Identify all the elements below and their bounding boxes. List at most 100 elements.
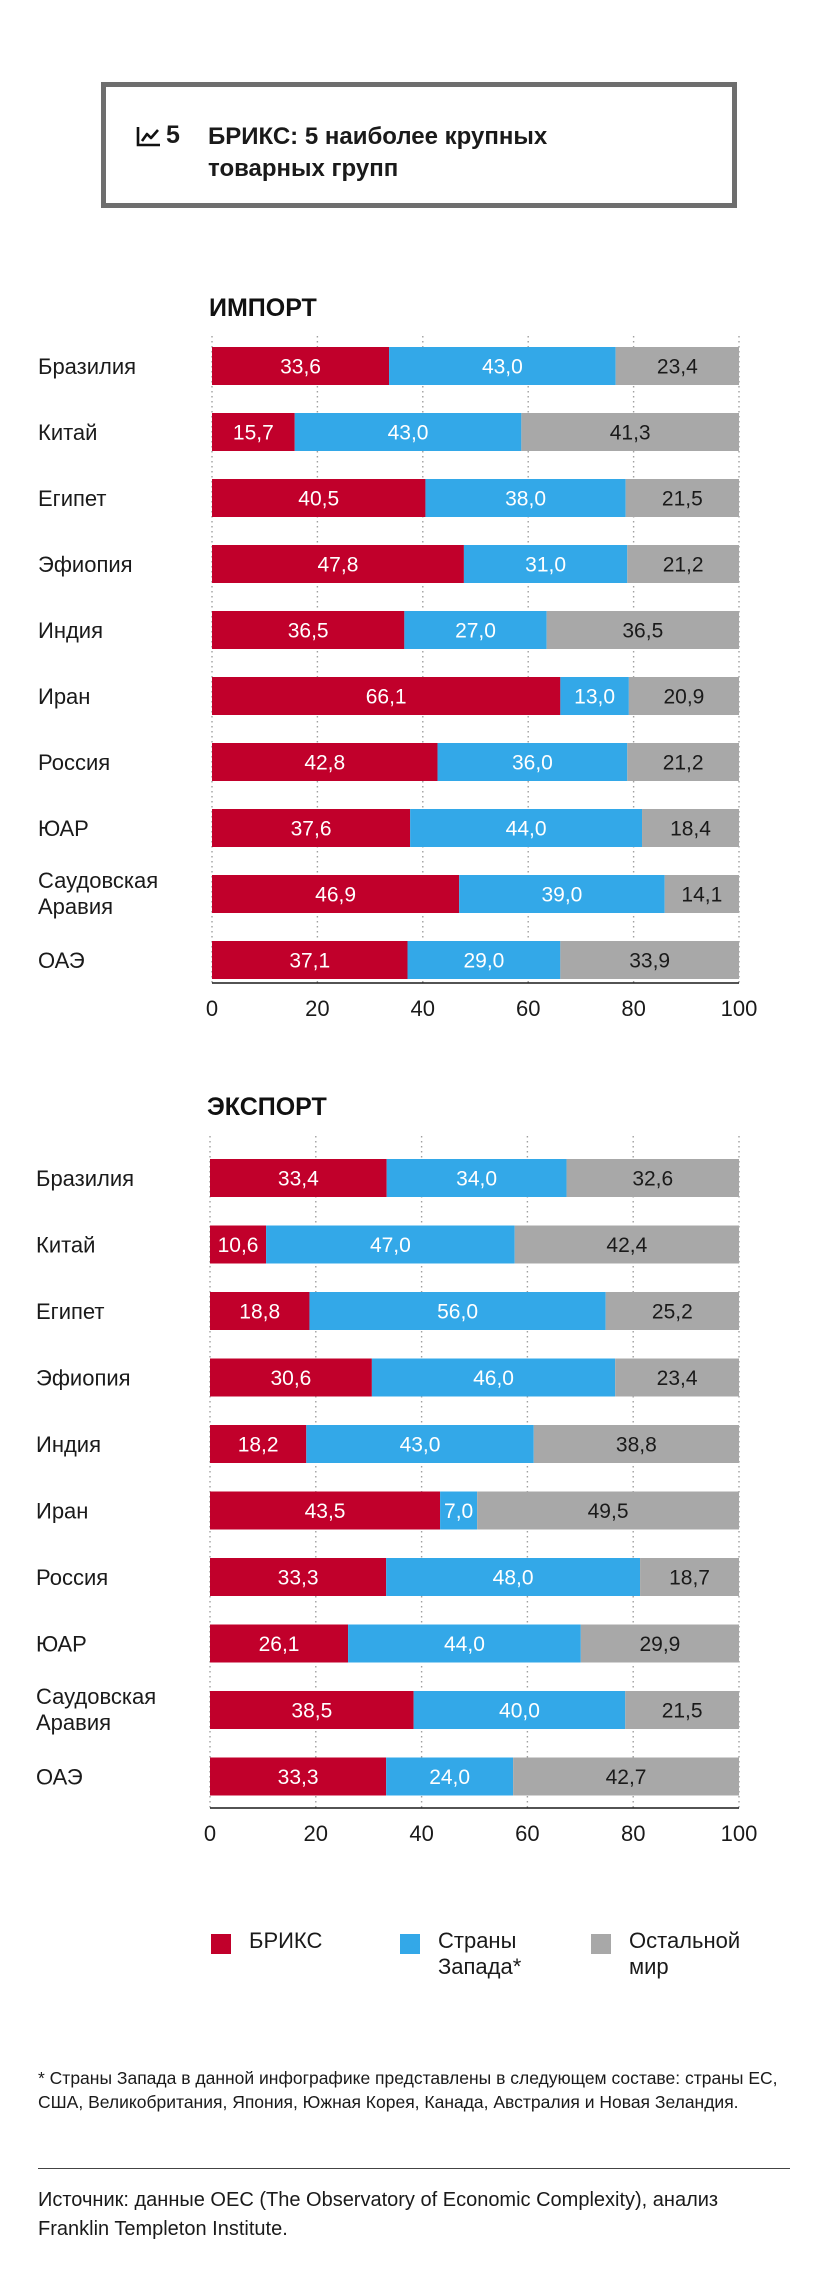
data-label: 38,5: [291, 1700, 332, 1723]
bar-rest: [628, 677, 739, 715]
bar-brics: [210, 1225, 267, 1264]
data-label: 21,5: [662, 488, 703, 511]
data-label: 25,2: [652, 1301, 693, 1324]
import-chart: ИМПОРТ 33,6 43,0 23,4 Бразилия 15,7 43,0 41,3 Ки…: [38, 294, 757, 1021]
data-label: 23,4: [657, 1367, 698, 1390]
data-label: 21,5: [662, 1700, 703, 1723]
data-label: 44,0: [444, 1633, 485, 1656]
bar-brics: [210, 1624, 349, 1663]
bar-rest: [533, 1425, 739, 1463]
bar-brics: [212, 413, 295, 451]
data-label: 32,6: [632, 1168, 673, 1191]
data-label: 18,2: [238, 1434, 279, 1457]
category-label: Саудовская: [38, 868, 158, 893]
data-label: 38,8: [616, 1434, 657, 1457]
bar-west: [440, 1491, 478, 1530]
bar-rest: [615, 1358, 739, 1397]
data-label: 37,1: [289, 950, 330, 973]
category-label: Россия: [38, 750, 110, 775]
bar-west: [309, 1292, 606, 1330]
bar-brics: [212, 611, 405, 649]
x-tick-label: 80: [621, 996, 645, 1021]
chart-trend-icon: [136, 127, 160, 147]
figure-title: БРИКС: 5 наиболее крупных товарных групп: [208, 123, 548, 182]
legend-label-brics: БРИКС: [249, 1928, 323, 1953]
bar-brics: [210, 1691, 414, 1729]
bar-west: [386, 1558, 641, 1596]
data-label: 43,0: [388, 422, 429, 445]
bar-west: [386, 1159, 567, 1197]
data-label: 31,0: [525, 554, 566, 577]
category-label: Аравия: [36, 1710, 111, 1735]
category-label: Китай: [36, 1233, 95, 1258]
bar-west: [389, 347, 616, 385]
category-label: Египет: [36, 1299, 104, 1324]
legend-label-rest: Остальной мир: [629, 1928, 741, 1979]
x-tick-label: 60: [515, 1821, 539, 1846]
x-tick-label: 40: [409, 1821, 433, 1846]
chart-title: ЭКСПОРТ: [207, 1093, 327, 1121]
data-label: 23,4: [657, 356, 698, 379]
data-label: 42,8: [304, 752, 345, 775]
x-tick-label: 20: [304, 1821, 328, 1846]
x-tick-label: 100: [721, 1821, 758, 1846]
chart-title: ИМПОРТ: [209, 294, 317, 322]
data-label: 7,0: [444, 1500, 473, 1523]
data-label: 15,7: [233, 422, 274, 445]
data-label: 36,0: [512, 752, 553, 775]
legend-swatch-west: [400, 1934, 420, 1954]
footnote: * Страны Запада в данной инфографике пре…: [38, 2068, 778, 2112]
bar-brics: [212, 941, 408, 979]
data-label: 34,0: [456, 1168, 497, 1191]
bar-west: [348, 1624, 581, 1663]
bar-west: [560, 677, 629, 715]
data-label: 42,7: [606, 1766, 647, 1789]
data-label: 43,0: [482, 356, 523, 379]
bar-west: [413, 1691, 626, 1729]
data-label: 33,9: [629, 950, 670, 973]
data-label: 30,6: [270, 1367, 311, 1390]
data-label: 10,6: [218, 1234, 259, 1257]
data-label: 43,5: [305, 1500, 346, 1523]
figure-title-box: 5 БРИКС: 5 наиболее крупных товарных гру…: [101, 82, 737, 208]
data-label: 29,9: [639, 1633, 680, 1656]
bar-west: [463, 545, 628, 583]
data-label: 27,0: [455, 620, 496, 643]
bar-rest: [521, 413, 739, 451]
category-label: Бразилия: [36, 1166, 134, 1191]
bar-west: [306, 1425, 534, 1463]
data-label: 41,3: [610, 422, 651, 445]
category-label: Эфиопия: [38, 552, 133, 577]
bar-brics: [210, 1159, 387, 1197]
category-label: ЮАР: [36, 1632, 87, 1657]
x-tick-label: 0: [206, 996, 218, 1021]
data-label: 33,3: [278, 1567, 319, 1590]
data-label: 42,4: [606, 1234, 647, 1257]
category-label: Индия: [36, 1432, 101, 1457]
x-tick-label: 60: [516, 996, 540, 1021]
category-label: Аравия: [38, 894, 113, 919]
data-label: 21,2: [663, 554, 704, 577]
bar-brics: [212, 809, 411, 847]
data-label: 40,0: [499, 1700, 540, 1723]
figure-number: 5: [166, 121, 180, 149]
bar-rest: [627, 743, 739, 781]
data-label: 43,0: [400, 1434, 441, 1457]
bar-brics: [210, 1558, 387, 1596]
category-label: Индия: [38, 618, 103, 643]
data-label: 48,0: [493, 1567, 534, 1590]
data-label: 49,5: [588, 1500, 629, 1523]
legend-swatch-brics: [211, 1934, 231, 1954]
bar-brics: [210, 1425, 307, 1463]
data-label: 38,0: [505, 488, 546, 511]
category-label: Эфиопия: [36, 1366, 131, 1391]
data-label: 13,0: [574, 686, 615, 709]
bar-west: [266, 1225, 515, 1264]
data-label: 14,1: [681, 884, 722, 907]
data-label: 21,2: [663, 752, 704, 775]
category-label: Бразилия: [38, 354, 136, 379]
bar-rest: [625, 1691, 739, 1729]
data-label: 33,3: [278, 1766, 319, 1789]
source-note: Источник: данные OEC (The Observatory of…: [38, 2189, 719, 2240]
data-label: 37,6: [291, 818, 332, 841]
